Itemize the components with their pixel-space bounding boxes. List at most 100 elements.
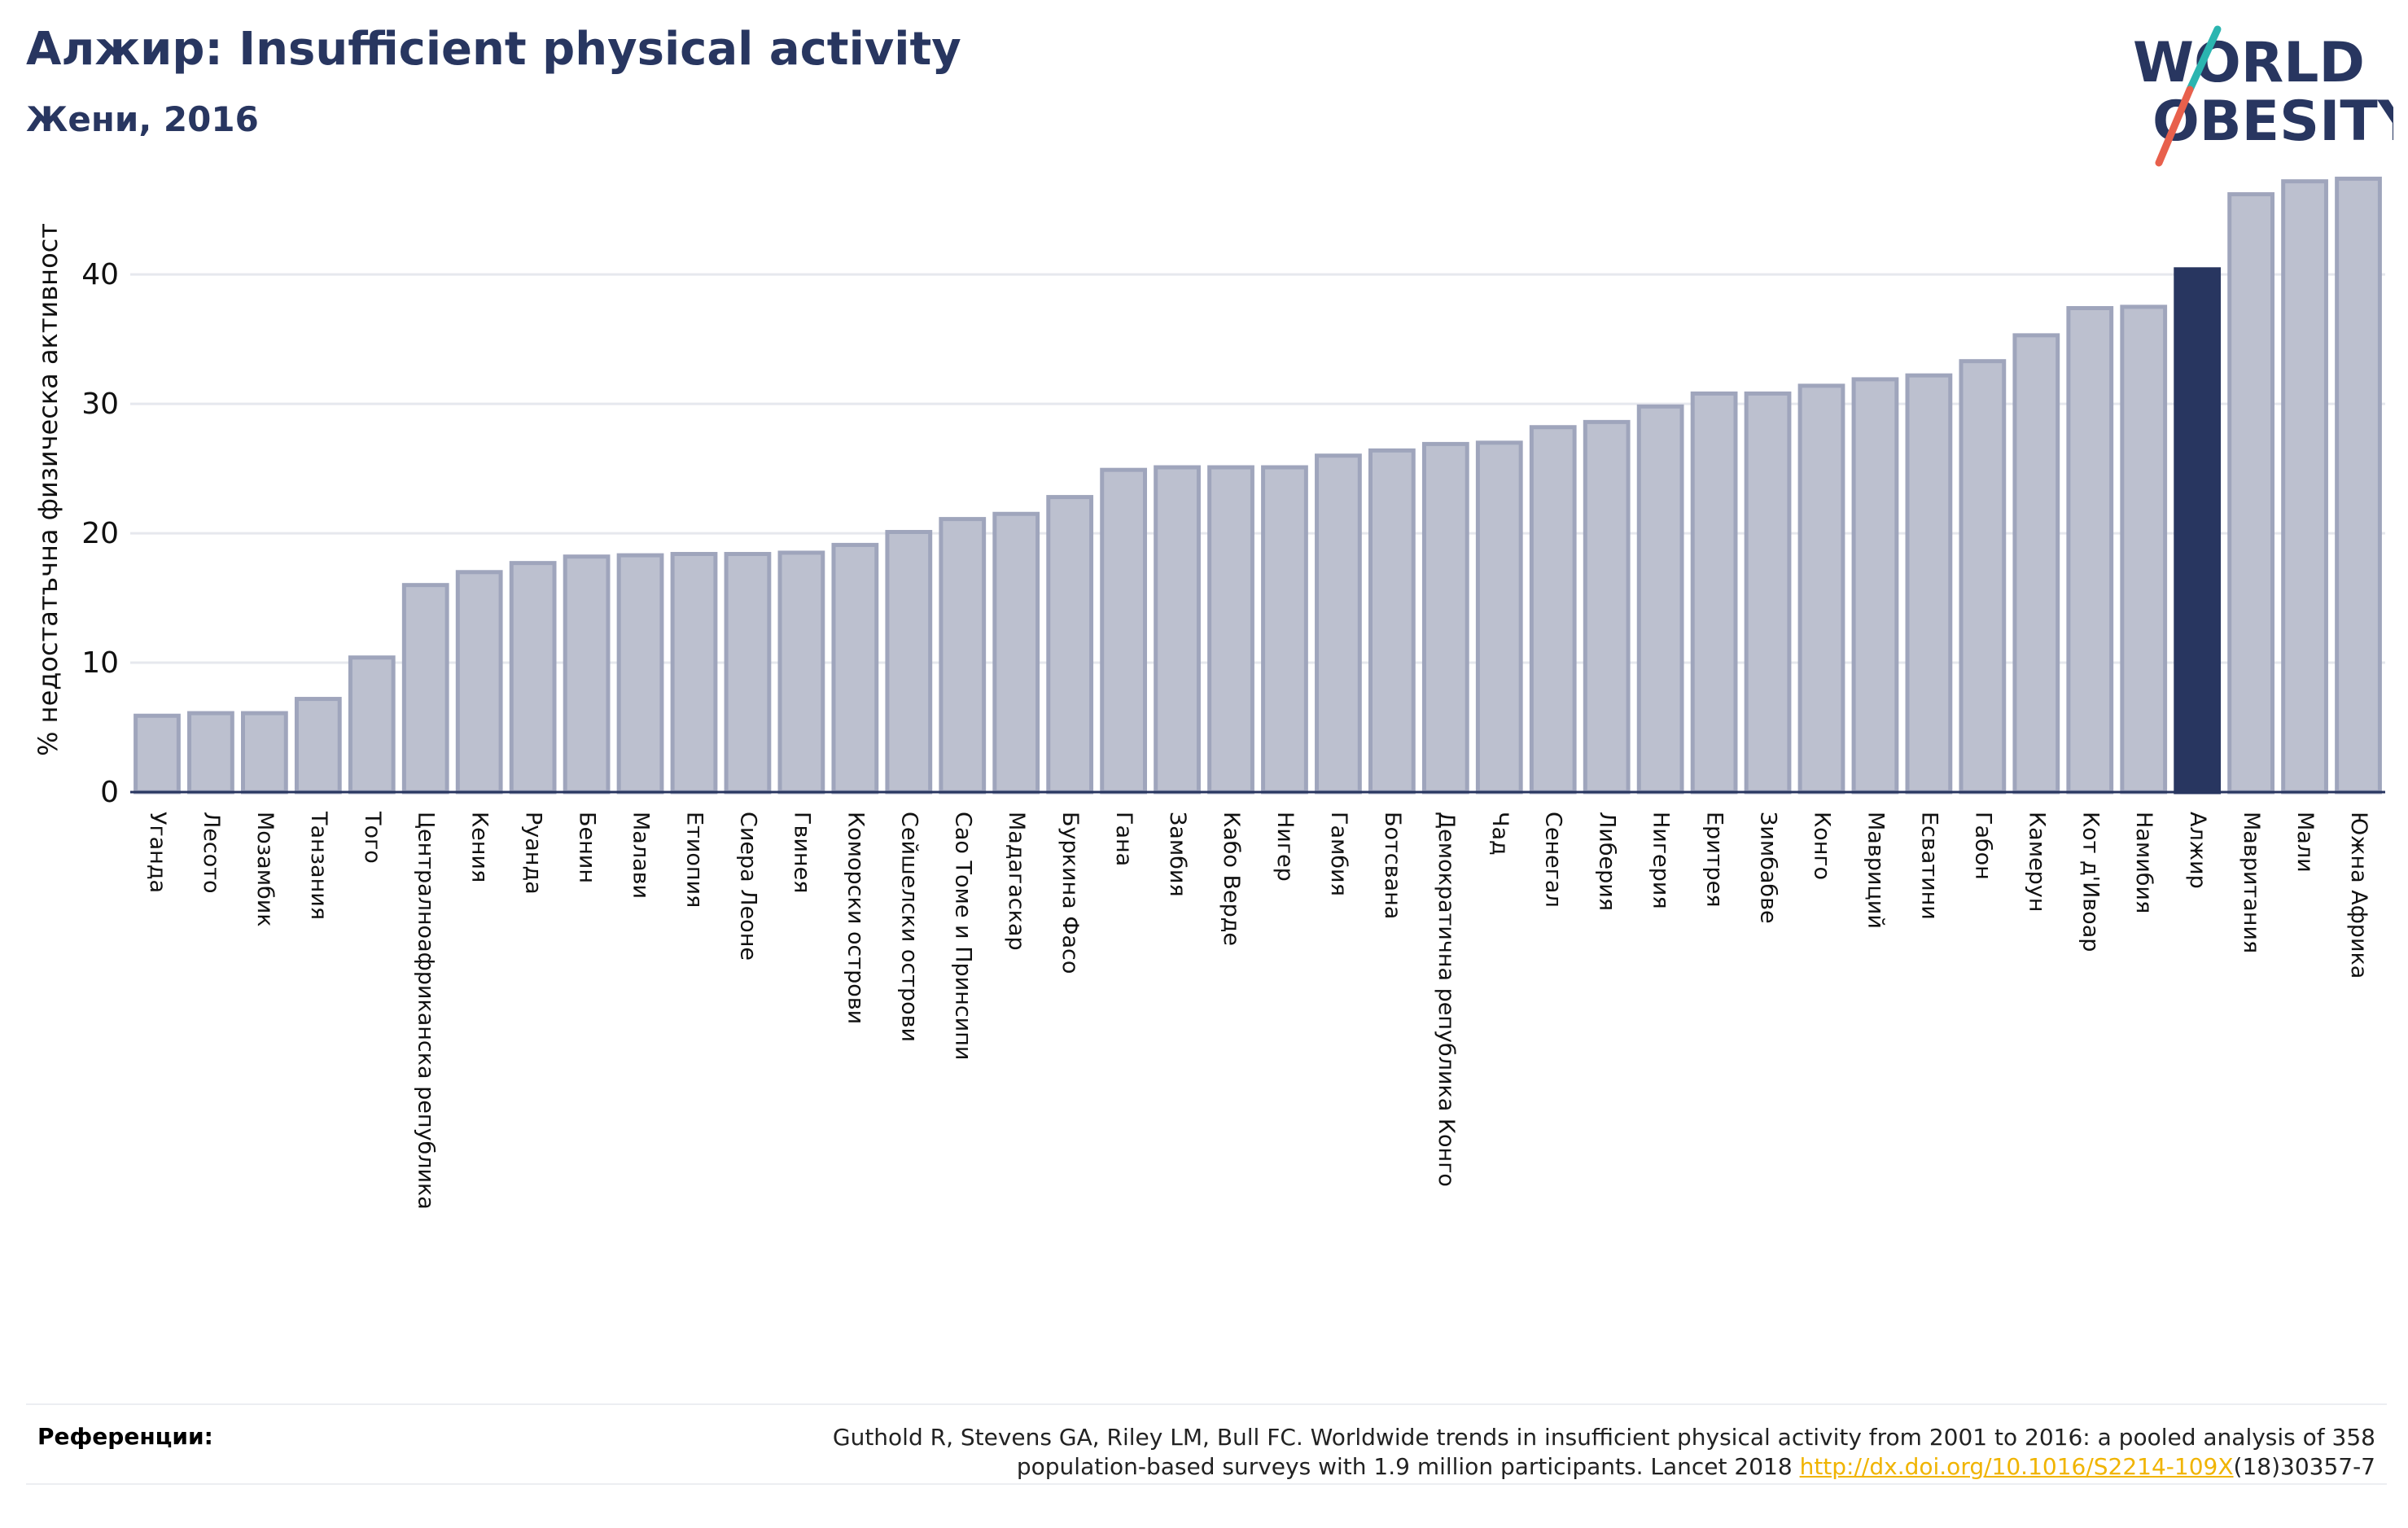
x-tick-label: Кабо Верде — [1219, 812, 1244, 946]
x-tick-label: Южна Африка — [2346, 812, 2371, 979]
bar — [1421, 441, 1469, 795]
y-tick-label: 0 — [100, 776, 119, 809]
bar — [2227, 192, 2274, 795]
page-title: Алжир: Insufficient physical activity — [26, 23, 961, 76]
bar — [1797, 383, 1845, 795]
x-tick-label: Нигер — [1272, 812, 1298, 882]
x-tick-label: Габон — [1970, 812, 1995, 880]
bar — [1529, 425, 1577, 795]
bars — [134, 177, 2382, 795]
logo-line1: WORLD — [2133, 31, 2365, 95]
x-tick-label: Конго — [1810, 812, 1835, 880]
x-tick-label: Ботсвана — [1380, 812, 1405, 919]
bar — [1154, 465, 1201, 795]
references-top-rule — [26, 1403, 2387, 1405]
grid-lines — [130, 273, 2385, 664]
bar — [1851, 377, 1899, 795]
bar — [670, 552, 718, 795]
x-tick-label: Демократична република Конго — [1434, 812, 1459, 1187]
bar-highlight — [2174, 267, 2222, 795]
bar — [134, 713, 181, 795]
x-tick-label: Мали — [2292, 812, 2318, 873]
references-text: Guthold R, Stevens GA, Riley LM, Bull FC… — [584, 1423, 2375, 1482]
bar — [2066, 305, 2114, 795]
bar — [992, 511, 1040, 795]
x-tick-label: Кения — [467, 812, 493, 882]
logo-slash-top — [2186, 25, 2222, 94]
x-tick-label: Танзания — [306, 811, 331, 920]
logo-slash-bottom — [2155, 85, 2194, 167]
bar — [831, 542, 879, 795]
x-tick-label: Замбия — [1165, 812, 1190, 897]
x-tick-label: Сейшелски острови — [896, 812, 922, 1042]
bar — [1100, 467, 1147, 795]
x-tick-label: Есватини — [1916, 812, 1942, 920]
references-line2: population-based surveys with 1.9 millio… — [584, 1452, 2375, 1482]
bar — [1207, 465, 1254, 795]
bar — [2120, 304, 2168, 795]
y-tick-label: 40 — [81, 258, 119, 291]
bar-chart: 0 10 20 30 40 Уганда Лесото Мозамбик Танзания Тог… — [33, 177, 2385, 1210]
x-tick-label: Мозамбик — [252, 812, 278, 927]
axes: 0 10 20 30 40 Уганда Лесото Мозамбик Танзания Тог… — [81, 258, 2385, 1210]
references-label: Референции: — [37, 1423, 213, 1450]
x-tick-label: Алжир — [2185, 812, 2210, 889]
bar — [509, 561, 557, 795]
x-tick-label: Гвинея — [789, 812, 814, 893]
doi-link[interactable]: http://dx.doi.org/10.1016/S2214-109X — [1799, 1453, 2234, 1480]
y-tick-label: 30 — [81, 387, 119, 421]
x-tick-label: Бенин — [575, 812, 600, 883]
bar — [1261, 465, 1308, 795]
bar — [939, 517, 987, 795]
bar — [616, 553, 664, 795]
bar — [885, 529, 933, 795]
bar — [294, 697, 342, 795]
x-tick-label: Мавриций — [1863, 812, 1888, 929]
bar — [1315, 453, 1362, 795]
x-tick-label: Еритрея — [1702, 812, 1727, 907]
y-axis-label: % недостатъчна физическа активност — [33, 223, 63, 756]
bar — [1744, 391, 1792, 795]
page-subtitle: Жени, 2016 — [26, 99, 259, 139]
x-tick-label: Зимбабве — [1756, 812, 1781, 924]
bar — [1368, 448, 1416, 795]
x-tick-label: Сао Томе и Принсипи — [950, 812, 975, 1060]
x-tick-label: Етиопия — [682, 812, 707, 908]
bar — [1583, 419, 1631, 795]
x-tick-label: Централноафриканска република — [414, 812, 439, 1210]
x-tick-label: Сиера Леоне — [735, 812, 760, 961]
x-tick-label: Буркина Фасо — [1057, 812, 1083, 974]
bar — [1959, 359, 2007, 795]
bar — [2335, 177, 2382, 795]
bar — [455, 570, 503, 795]
x-tick-label: Того — [360, 811, 385, 864]
y-tick-label: 20 — [81, 517, 119, 550]
bar — [1690, 391, 1738, 795]
bar — [241, 711, 288, 795]
bar — [1905, 373, 1953, 795]
bar — [2012, 333, 2060, 795]
bar — [2281, 179, 2328, 795]
x-tick-label: Намибия — [2131, 812, 2156, 913]
x-tick-label: Лесото — [199, 812, 224, 894]
bar — [187, 711, 234, 795]
y-tick-label: 10 — [81, 646, 119, 680]
x-tick-label: Кот д'Ивоар — [2077, 812, 2103, 952]
x-tick-label: Гамбия — [1326, 812, 1351, 896]
bar — [1046, 495, 1094, 795]
bar — [348, 655, 396, 795]
x-tick-label: Мадагаскар — [1004, 812, 1029, 951]
bar — [401, 583, 449, 795]
bar — [563, 554, 611, 795]
x-tick-label: Камерун — [2024, 812, 2049, 912]
x-tick-label: Чад — [1487, 812, 1513, 856]
x-tick-label: Малави — [628, 812, 654, 899]
x-tick-label: Сенегал — [1541, 812, 1566, 908]
logo-line2: OBESITY — [2152, 90, 2393, 154]
x-tick-label: Коморски острови — [843, 812, 868, 1024]
references-line2-prefix: population-based surveys with 1.9 millio… — [1016, 1453, 1800, 1480]
world-obesity-logo: WORLD OBESITY — [2133, 25, 2393, 167]
references-bottom-rule — [26, 1483, 2387, 1485]
references-line2-suffix: (18)30357-7 — [2233, 1453, 2375, 1480]
bar — [1475, 440, 1523, 795]
